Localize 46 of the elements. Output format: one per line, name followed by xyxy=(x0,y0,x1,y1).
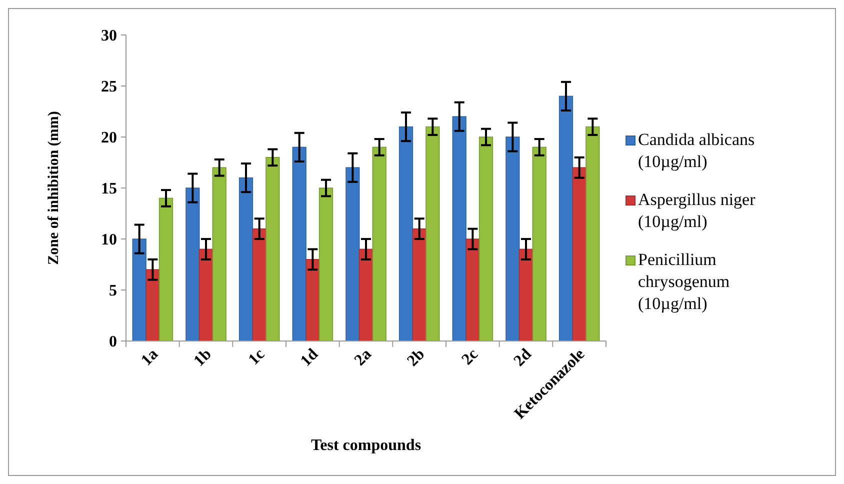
y-tick-label: 15 xyxy=(101,180,117,198)
bar xyxy=(412,228,426,342)
bar xyxy=(466,238,480,342)
bar xyxy=(252,228,266,342)
x-tick-label: 1a xyxy=(138,346,162,370)
bar xyxy=(518,248,534,342)
bar xyxy=(506,136,520,342)
y-tick-label: 0 xyxy=(109,334,117,351)
y-tick-label: 30 xyxy=(101,28,117,45)
bar xyxy=(306,259,320,342)
bar xyxy=(452,116,466,342)
y-tick-label: 10 xyxy=(101,232,117,249)
bar xyxy=(346,167,360,342)
bar xyxy=(426,126,440,342)
x-tick-label: 1d xyxy=(298,346,322,370)
legend-label: Aspergillus niger (10µg/ml) xyxy=(638,190,756,231)
bar xyxy=(358,248,374,342)
y-tick-label: 5 xyxy=(109,282,117,300)
bar xyxy=(238,177,254,342)
bar xyxy=(478,136,494,342)
x-tick-label: 2c xyxy=(458,346,482,369)
bar xyxy=(158,198,174,342)
x-tick-label: 2b xyxy=(404,346,428,370)
legend-label: Penicillium chrysogenum (10µg/ml) xyxy=(638,250,730,313)
bar xyxy=(132,238,146,342)
x-tick-label: 1c xyxy=(245,346,268,369)
bar xyxy=(558,96,574,342)
bar xyxy=(318,188,334,342)
bar xyxy=(398,126,414,342)
legend-label: Candida albicans (10µg/ml) xyxy=(638,130,755,171)
bar xyxy=(146,269,160,342)
bar xyxy=(266,157,280,342)
y-axis-title: Zone of inhibition (mm) xyxy=(46,111,62,265)
bar xyxy=(532,146,546,342)
x-tick-label: 2a xyxy=(351,346,375,370)
bar xyxy=(572,167,586,342)
bar xyxy=(198,248,214,342)
bar xyxy=(372,146,386,342)
bar xyxy=(586,126,600,342)
bar xyxy=(212,167,226,342)
x-tick-label: 1b xyxy=(190,346,215,370)
bar xyxy=(186,188,200,342)
y-tick-label: 20 xyxy=(101,130,117,147)
y-tick-label: 25 xyxy=(101,78,117,96)
x-axis-title: Test compounds xyxy=(310,437,422,454)
bar xyxy=(292,146,306,342)
